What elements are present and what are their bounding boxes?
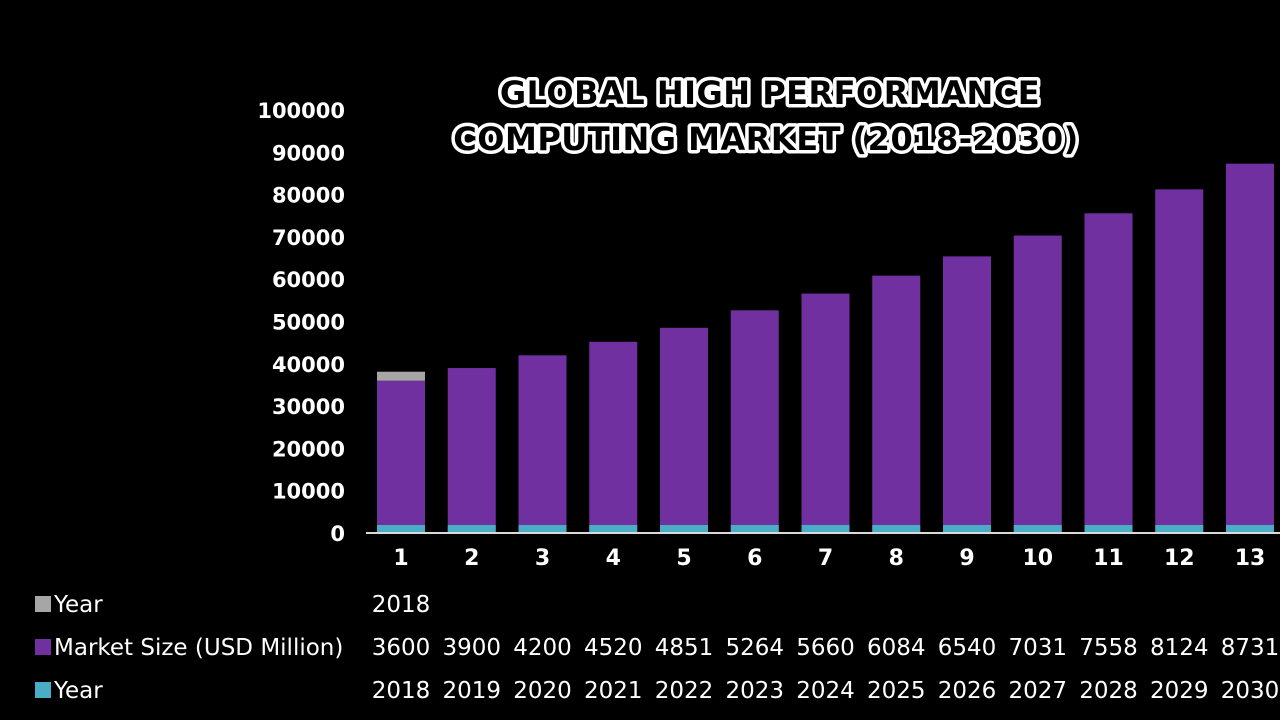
x-tick-label: 6 [747,546,762,571]
bar-year [1226,525,1274,533]
table-cell: 6540 [938,635,997,661]
table-cell: 2029 [1150,678,1209,704]
legend-label: Year [53,678,103,704]
bar-market-size [660,327,708,533]
x-tick-label: 7 [818,546,833,571]
x-tick-label: 1 [393,546,408,571]
bar-year [1155,525,1204,533]
table-cell: 2020 [513,678,572,704]
x-tick-label: 10 [1022,546,1053,571]
chart-title-line-2: COMPUTING MARKET (2018-2030) [453,120,1078,158]
bar-year [518,525,567,533]
table-cell: 2021 [584,678,643,704]
table-cell: 2019 [442,678,501,704]
bar-year [1013,525,1062,533]
table-cell: 2018 [372,592,431,618]
x-axis: 1 2 3 4 5 6 7 8 9 10 11 12 13 [393,546,1265,571]
x-tick-label: 5 [676,546,691,571]
table-cell: 8124 [1150,635,1209,661]
y-tick-label: 90000 [272,141,345,165]
y-tick-label: 100000 [257,99,345,123]
legend-label: Year [53,592,103,618]
bar-year [377,525,425,533]
table-cell: 2027 [1008,678,1067,704]
table-cell: 4520 [584,635,643,661]
x-tick-label: 11 [1093,546,1124,571]
bar-market-size [1155,189,1204,533]
data-table: Year 2018 Market Size (USD Million) 3600 390… [35,592,1279,704]
y-axis: 1000009000080000700006000050000400003000… [257,99,345,546]
y-tick-label: 10000 [272,480,345,504]
table-cell: 2022 [655,678,714,704]
table-cell: 6084 [867,635,926,661]
bar-year [589,525,638,533]
chart-title-line-1: GLOBAL HIGH PERFORMANCE [500,74,1040,112]
table-cell: 8731 [1221,635,1280,661]
bar-market-size [1084,213,1133,533]
legend-swatch [35,596,51,612]
legend-label: Market Size (USD Million) [54,635,343,661]
y-tick-label: 80000 [272,184,345,208]
x-tick-label: 12 [1164,546,1195,571]
chart-title: GLOBAL HIGH PERFORMANCE COMPUTING MARKET… [450,71,1082,162]
bar-market-size [1226,163,1274,533]
table-cell: 2028 [1079,678,1138,704]
y-tick-label: 30000 [272,395,345,419]
bar-market-size [518,355,567,533]
bar-year [447,525,496,533]
x-tick-label: 13 [1235,546,1266,571]
table-cell: 2025 [867,678,926,704]
bar-market-size [872,275,921,533]
bar-year [943,525,991,533]
y-tick-label: 50000 [272,311,345,335]
legend-swatch [35,682,51,698]
table-cell: 5660 [796,635,855,661]
x-tick-label: 2 [464,546,479,571]
legend-swatch [35,639,51,655]
table-cell: 7558 [1079,635,1138,661]
table-cell: 3600 [372,635,431,661]
table-cell: 5264 [725,635,784,661]
y-tick-label: 40000 [272,353,345,377]
table-cell: 2030 [1221,678,1280,704]
x-tick-label: 9 [959,546,974,571]
bar-year [730,525,779,533]
table-cell: 3900 [442,635,501,661]
bar-market-size [943,256,991,533]
y-tick-label: 20000 [272,437,345,461]
bar-market-size [801,293,850,533]
bar-year [660,525,708,533]
bar-market-size [589,341,638,533]
x-tick-label: 3 [535,546,550,571]
y-tick-label: 70000 [272,226,345,250]
bar-market-size [447,368,496,533]
x-tick-label: 4 [606,546,621,571]
y-tick-label: 0 [330,522,345,546]
table-cell: 2024 [796,678,855,704]
bar-year [1084,525,1133,533]
table-cell: 4200 [513,635,572,661]
bar-year [801,525,850,533]
table-cell: 2023 [725,678,784,704]
table-cell: 4851 [655,635,714,661]
bar-market-size [1013,235,1062,534]
bar-market-size [730,310,779,533]
table-cell: 2026 [938,678,997,704]
bar-year [872,525,921,533]
table-cell: 2018 [372,678,431,704]
y-tick-label: 60000 [272,268,345,292]
table-cell: 7031 [1008,635,1067,661]
x-tick-label: 8 [889,546,904,571]
bar-market-size [377,380,425,533]
bar-year-top [377,371,425,381]
bars [377,163,1274,534]
